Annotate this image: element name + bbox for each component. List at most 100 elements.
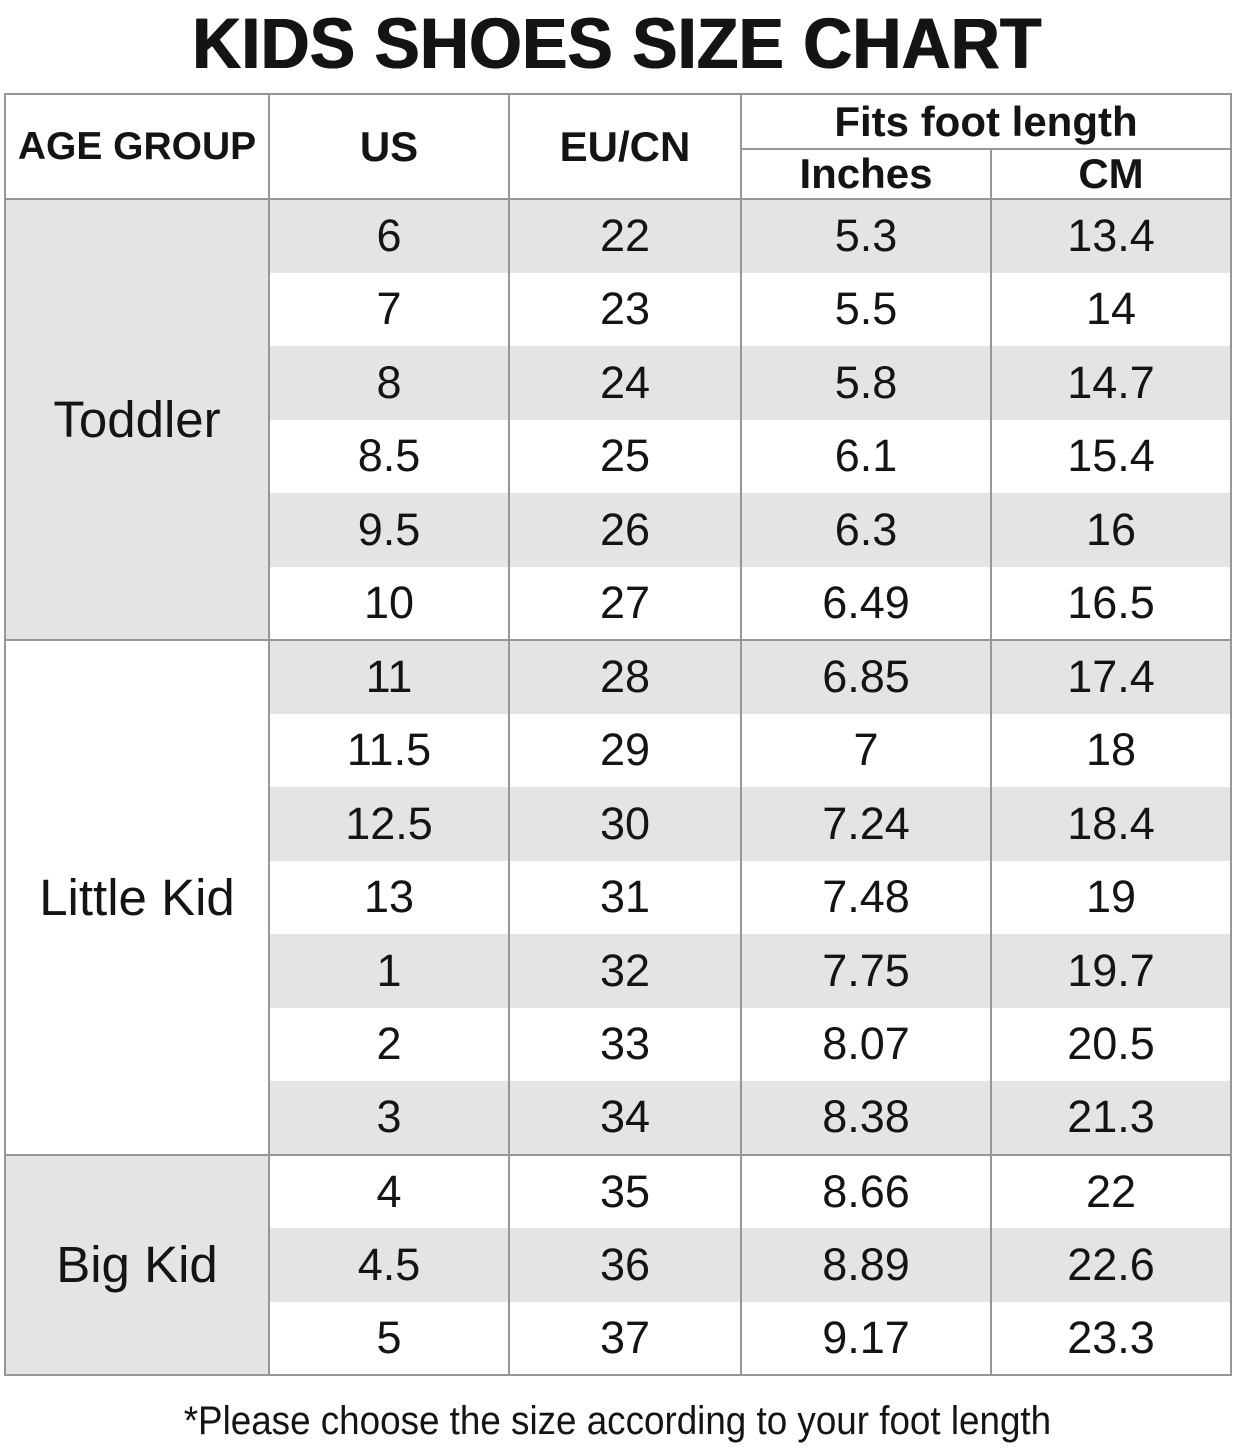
size-cell: 6.85 xyxy=(740,640,992,714)
size-cell: 9.5 xyxy=(268,493,510,567)
header-row-top: AGE GROUP US EU/CN Fits foot length xyxy=(4,94,1232,200)
size-cell: 22 xyxy=(508,199,742,273)
table-row: 9.5 26 6.3 16 xyxy=(5,493,1232,567)
size-cell: 34 xyxy=(508,1081,742,1155)
header-inches: Inches xyxy=(740,149,992,200)
age-section-big-kid: Big Kid 4 35 8.66 22 4.5 36 8.89 22.6 5 37 9.17 23.3 xyxy=(4,1154,1232,1375)
size-cell: 7.48 xyxy=(740,860,992,934)
size-cell: 14 xyxy=(990,272,1232,346)
size-cell: 6.3 xyxy=(740,493,992,567)
header-age-group: AGE GROUP xyxy=(4,94,270,200)
size-cell: 18 xyxy=(990,713,1232,787)
size-cell: 14.7 xyxy=(990,346,1232,420)
footnote: *Please choose the size according to you… xyxy=(0,1398,1234,1444)
size-cell: 26 xyxy=(508,493,742,567)
age-section-toddler: Toddler 6 22 5.3 13.4 7 23 5.5 14 8 24 5.8 14.7 8.5 25… xyxy=(4,199,1232,640)
table-row: 3 34 8.38 21.3 xyxy=(5,1081,1232,1155)
table-row: 5 37 9.17 23.3 xyxy=(5,1301,1232,1375)
size-cell: 5.3 xyxy=(740,199,992,273)
size-cell: 8.5 xyxy=(268,419,510,493)
size-cell: 15.4 xyxy=(990,419,1232,493)
table-row: 4.5 36 8.89 22.6 xyxy=(5,1228,1232,1302)
size-cell: 5 xyxy=(268,1301,510,1375)
size-cell: 22 xyxy=(990,1154,1232,1228)
footnote-text: *Please choose the size according to you… xyxy=(183,1399,1051,1443)
size-cell: 16 xyxy=(990,493,1232,567)
size-cell: 30 xyxy=(508,787,742,861)
size-cell: 19.7 xyxy=(990,934,1232,1008)
size-cell: 9.17 xyxy=(740,1301,992,1375)
size-cell: 16.5 xyxy=(990,566,1232,640)
age-group-cell: Big Kid xyxy=(4,1154,270,1375)
table-row: 8.5 25 6.1 15.4 xyxy=(5,419,1232,493)
size-cell: 31 xyxy=(508,860,742,934)
size-cell: 13 xyxy=(268,860,510,934)
size-cell: 17.4 xyxy=(990,640,1232,714)
header-row-sub: Inches CM xyxy=(5,149,1232,200)
size-cell: 36 xyxy=(508,1228,742,1302)
page-title: KIDS SHOES SIZE CHART xyxy=(0,0,1234,91)
size-cell: 22.6 xyxy=(990,1228,1232,1302)
size-cell: 7.24 xyxy=(740,787,992,861)
age-group-cell: Toddler xyxy=(4,199,270,640)
size-cell: 24 xyxy=(508,346,742,420)
table-row: 10 27 6.49 16.5 xyxy=(5,566,1232,640)
size-cell: 4 xyxy=(268,1154,510,1228)
table-row: Big Kid 4 35 8.66 22 xyxy=(4,1154,1232,1375)
size-cell: 11.5 xyxy=(268,713,510,787)
size-cell: 37 xyxy=(508,1301,742,1375)
table-row: 11.5 29 7 18 xyxy=(5,713,1232,787)
size-cell: 4.5 xyxy=(268,1228,510,1302)
size-cell: 6.1 xyxy=(740,419,992,493)
header-eu-cn: EU/CN xyxy=(508,94,742,200)
size-cell: 8 xyxy=(268,346,510,420)
size-cell: 32 xyxy=(508,934,742,1008)
header-us: US xyxy=(268,94,510,200)
size-cell: 27 xyxy=(508,566,742,640)
size-cell: 21.3 xyxy=(990,1081,1232,1155)
size-cell: 2 xyxy=(268,1007,510,1081)
header-cm: CM xyxy=(990,149,1232,200)
size-cell: 7 xyxy=(740,713,992,787)
table-row: 12.5 30 7.24 18.4 xyxy=(5,787,1232,861)
age-group-cell: Little Kid xyxy=(4,640,270,1155)
table-row: 8 24 5.8 14.7 xyxy=(5,346,1232,420)
size-cell: 13.4 xyxy=(990,199,1232,273)
table-row: 2 33 8.07 20.5 xyxy=(5,1007,1232,1081)
table-row: Little Kid 11 28 6.85 17.4 xyxy=(4,640,1232,1155)
size-cell: 20.5 xyxy=(990,1007,1232,1081)
size-cell: 7.75 xyxy=(740,934,992,1008)
table-row: Toddler 6 22 5.3 13.4 xyxy=(4,199,1232,640)
table-header: AGE GROUP US EU/CN Fits foot length Inch… xyxy=(4,94,1232,200)
size-cell: 23 xyxy=(508,272,742,346)
size-cell: 12.5 xyxy=(268,787,510,861)
table-row: 1 32 7.75 19.7 xyxy=(5,934,1232,1008)
size-cell: 6.49 xyxy=(740,566,992,640)
size-cell: 29 xyxy=(508,713,742,787)
size-cell: 3 xyxy=(268,1081,510,1155)
size-cell: 35 xyxy=(508,1154,742,1228)
size-cell: 1 xyxy=(268,934,510,1008)
size-cell: 25 xyxy=(508,419,742,493)
size-cell: 7 xyxy=(268,272,510,346)
size-chart-table: AGE GROUP US EU/CN Fits foot length Inch… xyxy=(4,93,1232,1376)
size-cell: 8.89 xyxy=(740,1228,992,1302)
size-cell: 10 xyxy=(268,566,510,640)
age-section-little-kid: Little Kid 11 28 6.85 17.4 11.5 29 7 18 12.5 30 7.2… xyxy=(4,640,1232,1155)
size-cell: 8.38 xyxy=(740,1081,992,1155)
size-cell: 23.3 xyxy=(990,1301,1232,1375)
size-cell: 11 xyxy=(268,640,510,714)
size-cell: 19 xyxy=(990,860,1232,934)
size-cell: 28 xyxy=(508,640,742,714)
header-fits-foot-length: Fits foot length xyxy=(740,94,1232,150)
table-row: 13 31 7.48 19 xyxy=(5,860,1232,934)
size-cell: 33 xyxy=(508,1007,742,1081)
size-cell: 8.07 xyxy=(740,1007,992,1081)
table-row: 7 23 5.5 14 xyxy=(5,272,1232,346)
size-cell: 5.8 xyxy=(740,346,992,420)
size-cell: 8.66 xyxy=(740,1154,992,1228)
page-title-text: KIDS SHOES SIZE CHART xyxy=(192,5,1042,84)
size-cell: 18.4 xyxy=(990,787,1232,861)
size-cell: 5.5 xyxy=(740,272,992,346)
size-cell: 6 xyxy=(268,199,510,273)
